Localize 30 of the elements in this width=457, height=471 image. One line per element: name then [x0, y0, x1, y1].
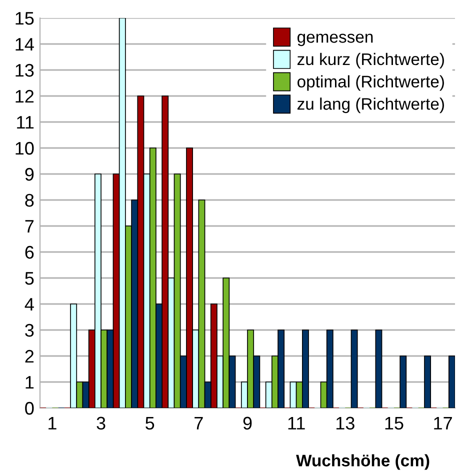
x-tick-label: 7 — [194, 416, 203, 430]
y-tick-label: 13 — [16, 64, 34, 77]
y-tick-label: 4 — [24, 298, 34, 311]
y-tick-label: 0 — [25, 402, 34, 415]
legend-label: gemessen — [298, 34, 373, 46]
legend-label: optimal (Richtwerte) — [298, 75, 444, 91]
y-tick-label: 6 — [25, 246, 34, 259]
y-tick-label: 10 — [16, 142, 34, 155]
x-tick-label: 11 — [288, 416, 305, 430]
y-tick-label: 3 — [25, 324, 34, 337]
y-tick-label: 14 — [16, 38, 34, 51]
y-tick-label: 8 — [25, 194, 34, 207]
x-tick-label: 17 — [434, 416, 452, 430]
legend-label: zu kurz (Richtwerte) — [297, 52, 444, 68]
x-tick-label: 9 — [243, 416, 252, 430]
x-tick-label: 5 — [146, 416, 154, 430]
y-tick-label: 12 — [16, 90, 34, 103]
y-tick-label: 15 — [16, 12, 34, 25]
x-tick-label: 3 — [96, 416, 106, 430]
x-tick-label: 1 — [48, 416, 56, 430]
y-tick-label: 11 — [17, 116, 34, 129]
x-tick-label: 15 — [385, 416, 404, 430]
y-tick-label: 9 — [25, 168, 34, 181]
y-tick-label: 7 — [25, 220, 34, 233]
y-tick-label: 5 — [25, 272, 34, 285]
y-tick-label: 1 — [26, 376, 34, 389]
legend-label: zu lang (Richtwerte) — [297, 98, 444, 114]
x-tick-label: 13 — [336, 416, 354, 430]
y-tick-label: 2 — [25, 350, 34, 363]
x-axis-title: Wuchshöhe (cm) — [296, 454, 430, 470]
